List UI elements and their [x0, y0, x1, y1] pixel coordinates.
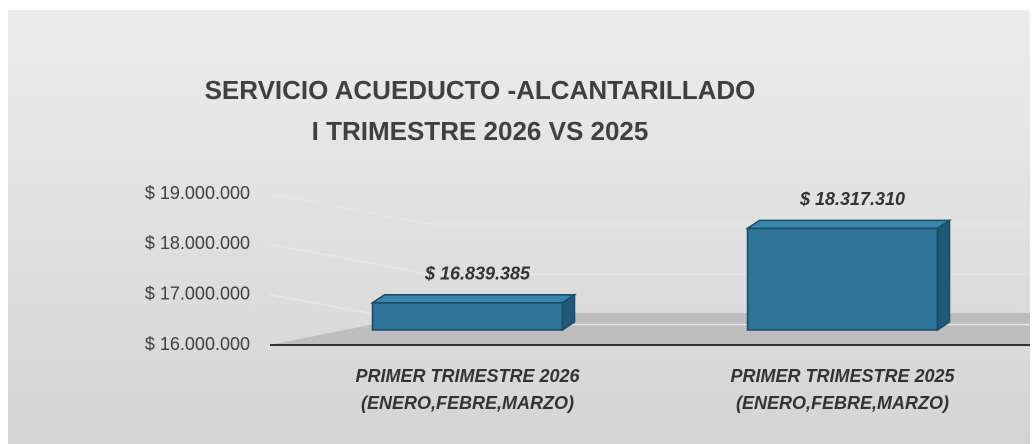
bar-front [371, 302, 564, 331]
bar-side [561, 293, 576, 332]
bar-side [936, 218, 951, 332]
value-label: $ 16.839.385 [424, 264, 531, 284]
x-tick-label: PRIMER TRIMESTRE 2026 [355, 366, 580, 386]
bar [370, 293, 577, 332]
bar-top [370, 294, 577, 304]
bar-top [745, 219, 952, 230]
chart-title: SERVICIO ACUEDUCTO -ALCANTARILLADO [205, 75, 756, 105]
chart-subtitle: I TRIMESTRE 2026 VS 2025 [312, 116, 649, 146]
y-tick-label: $ 19.000.000 [145, 183, 250, 203]
x-tick-label: (ENERO,FEBRE,MARZO) [361, 393, 574, 413]
x-tick-label: PRIMER TRIMESTRE 2025 [730, 366, 955, 386]
y-tick-label: $ 16.000.000 [145, 334, 250, 354]
y-tick-label: $ 17.000.000 [145, 283, 250, 303]
x-tick-label: (ENERO,FEBRE,MARZO) [736, 393, 949, 413]
y-tick-label: $ 18.000.000 [145, 233, 250, 253]
value-label: $ 18.317.310 [799, 189, 905, 209]
bar-front [746, 227, 939, 331]
bar [745, 218, 952, 332]
